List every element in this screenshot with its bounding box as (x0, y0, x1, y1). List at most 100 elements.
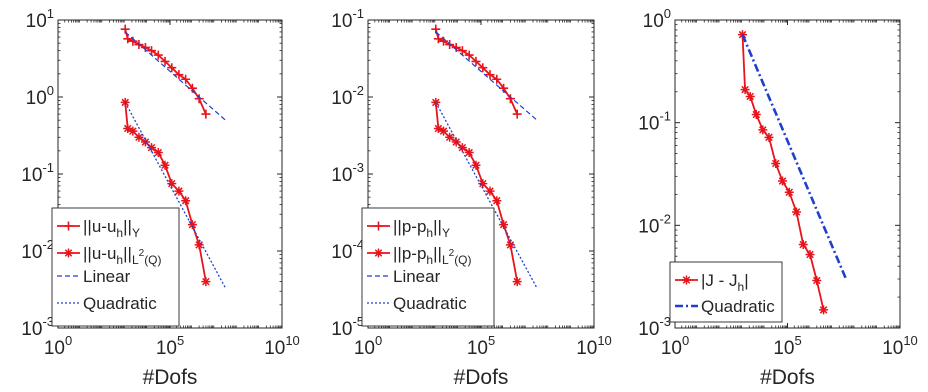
x-axis-label: #Dofs (454, 366, 509, 389)
data-point-marker (492, 74, 502, 84)
series-3 (124, 31, 226, 121)
data-point-marker (478, 179, 488, 189)
data-point-marker (784, 187, 794, 197)
x-tick-label: 100 (44, 333, 72, 359)
data-point-marker (147, 46, 157, 56)
data-point-marker (201, 109, 211, 119)
data-point-marker (457, 46, 467, 56)
data-point-marker (194, 94, 204, 104)
data-point-marker (167, 63, 177, 73)
x-tick-label: 100 (661, 333, 689, 359)
data-point-marker (123, 123, 133, 133)
data-point-marker (499, 220, 509, 230)
data-point-marker (160, 56, 170, 66)
x-axis-label: #Dofs (760, 366, 815, 389)
data-point-marker (451, 137, 461, 147)
data-point-marker (485, 186, 495, 196)
y-tick-label: 10-2 (21, 237, 54, 263)
data-point-marker (433, 34, 443, 44)
data-point-marker (181, 74, 191, 84)
data-point-marker (478, 63, 488, 73)
x-tick-label: 105 (156, 333, 184, 359)
data-point-marker (791, 207, 801, 217)
series-3 (435, 31, 538, 121)
data-point-marker (740, 85, 750, 95)
series-2 (741, 34, 848, 280)
legend-box (51, 207, 180, 327)
data-point-marker (745, 91, 755, 101)
x-tick-label: 1010 (576, 333, 612, 359)
data-point-marker (123, 34, 133, 44)
legend-box (669, 261, 783, 323)
y-tick-label: 100 (643, 6, 671, 32)
series-4 (124, 102, 227, 289)
x-tick-label: 1010 (882, 333, 918, 359)
legend-entry-label: ||u-uh||Y (83, 217, 140, 240)
y-tick-label: 10-2 (331, 83, 364, 109)
x-axis-label: #Dofs (143, 366, 198, 389)
data-point-marker (153, 148, 163, 158)
series-line (435, 31, 538, 121)
y-tick-label: 10-1 (21, 160, 54, 186)
data-point-marker (464, 50, 474, 60)
data-point-marker (439, 126, 449, 136)
legend: ||u-uh||Y ||u-uh||L2(Q)Linear Quadratic (51, 207, 180, 327)
data-point-marker (174, 70, 184, 80)
data-point-marker (751, 110, 761, 120)
legend-entry-label: ||p-ph||Y (393, 217, 450, 240)
data-point-marker (471, 160, 481, 170)
legend-entry-label: Linear (83, 267, 131, 286)
data-point-marker (798, 240, 808, 250)
y-tick-label: 10-4 (331, 237, 364, 263)
series-2 (120, 97, 211, 287)
series-line (435, 102, 538, 289)
series-line (741, 34, 848, 280)
y-tick-label: 10-1 (638, 109, 671, 135)
data-point-marker (471, 56, 481, 66)
data-point-marker (512, 109, 522, 119)
data-point-marker (457, 143, 467, 153)
data-point-marker (485, 70, 495, 80)
legend: |J - Jh| Quadratic (669, 261, 783, 323)
data-point-marker (778, 176, 788, 186)
series-1 (738, 30, 829, 315)
data-point-marker (153, 50, 163, 60)
data-point-marker (764, 132, 774, 142)
y-tick-label: 10-3 (331, 160, 364, 186)
series-1 (431, 24, 522, 119)
legend-entry-label: Linear (393, 267, 441, 286)
legend-box (361, 207, 495, 327)
data-point-marker (512, 277, 522, 287)
series-line (124, 102, 227, 289)
data-point-marker (181, 196, 191, 206)
data-point-marker (505, 94, 515, 104)
data-point-marker (140, 137, 150, 147)
series-1 (120, 24, 211, 119)
x-tick-label: 1010 (264, 333, 300, 359)
data-point-marker (167, 179, 177, 189)
chart-panel-2: 100 105 1010 10-5 10-4 10-3 10-2 10-1 #Dofs ||p-p… (331, 6, 612, 389)
y-tick-label: 10-1 (331, 6, 364, 32)
data-point-marker (134, 132, 144, 142)
legend-entry-label: Quadratic (393, 294, 467, 313)
data-point-marker (374, 221, 383, 231)
legend-entry-label: ||u-uh||L2(Q) (83, 244, 162, 267)
legend-entry-label: ||p-ph||L2(Q) (393, 244, 472, 267)
legend-entry-label: Quadratic (701, 297, 775, 316)
legend-entry-label: |J - Jh| (701, 271, 749, 294)
legend-entry-label: Quadratic (83, 294, 157, 313)
data-point-marker (128, 126, 138, 136)
data-point-marker (464, 148, 474, 158)
data-point-marker (64, 221, 73, 231)
data-point-marker (147, 143, 157, 153)
y-tick-label: 10-3 (638, 314, 671, 340)
chart-panel-3: 100 105 1010 10-3 10-2 10-1 100 #Dofs |J - Jh| Qu… (638, 6, 918, 389)
data-point-marker (505, 240, 515, 250)
data-point-marker (174, 186, 184, 196)
x-tick-label: 105 (467, 333, 495, 359)
y-tick-label: 10-5 (331, 314, 364, 340)
chart-panel-1: 100 105 1010 10-3 10-2 10-1 100 101 #Dofs ||u-uh|… (21, 6, 300, 389)
data-point-marker (64, 248, 73, 258)
data-point-marker (433, 123, 443, 133)
